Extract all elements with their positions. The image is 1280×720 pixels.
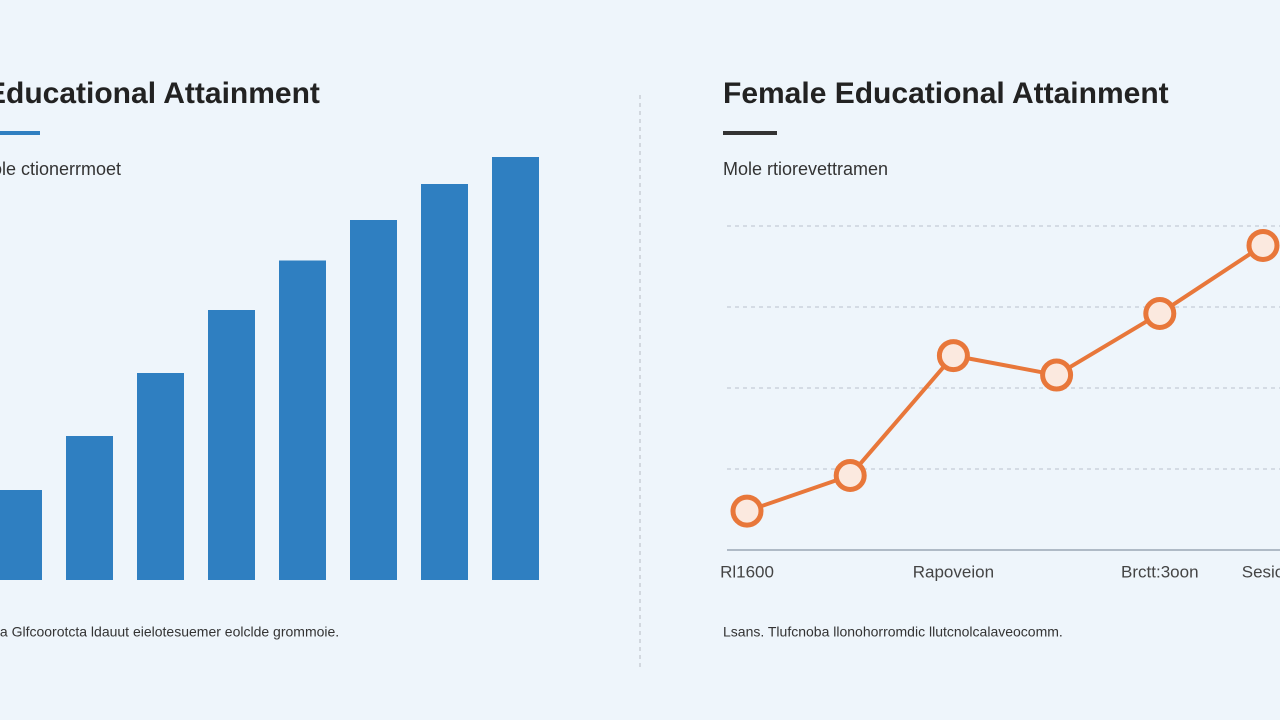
chart-subtitle: ole ctionerrmoet — [0, 159, 121, 179]
bar — [279, 260, 326, 580]
bar — [208, 310, 255, 580]
title-underline — [0, 131, 40, 135]
x-tick-label: Rl1600 — [720, 562, 774, 581]
x-tick-label: Rapoveion — [913, 562, 994, 581]
bar — [492, 157, 539, 580]
chart-title: Educational Attainment — [0, 77, 320, 110]
title-underline — [723, 131, 777, 135]
point — [1040, 358, 1074, 392]
x-tick-label: Sesio — [1242, 562, 1280, 581]
point — [1246, 228, 1280, 262]
bar — [421, 184, 468, 580]
point — [936, 339, 970, 373]
bar — [0, 490, 42, 580]
point — [833, 458, 867, 492]
chart-subtitle: Mole rtiorevettramen — [723, 159, 888, 179]
bar — [66, 436, 113, 580]
footnote: ta Glfcoorotcta ldauut eielotesuemer eol… — [0, 624, 339, 640]
x-tick-label: Brctt:3oon — [1121, 562, 1199, 581]
footnote: Lsans. Tlufcnoba llonohorromdic llutcnol… — [723, 624, 1063, 640]
bar — [137, 373, 184, 580]
point — [1143, 296, 1177, 330]
point — [730, 494, 764, 528]
line — [746, 243, 1265, 514]
bar — [350, 220, 397, 580]
chart-title: Female Educational Attainment — [723, 77, 1169, 110]
